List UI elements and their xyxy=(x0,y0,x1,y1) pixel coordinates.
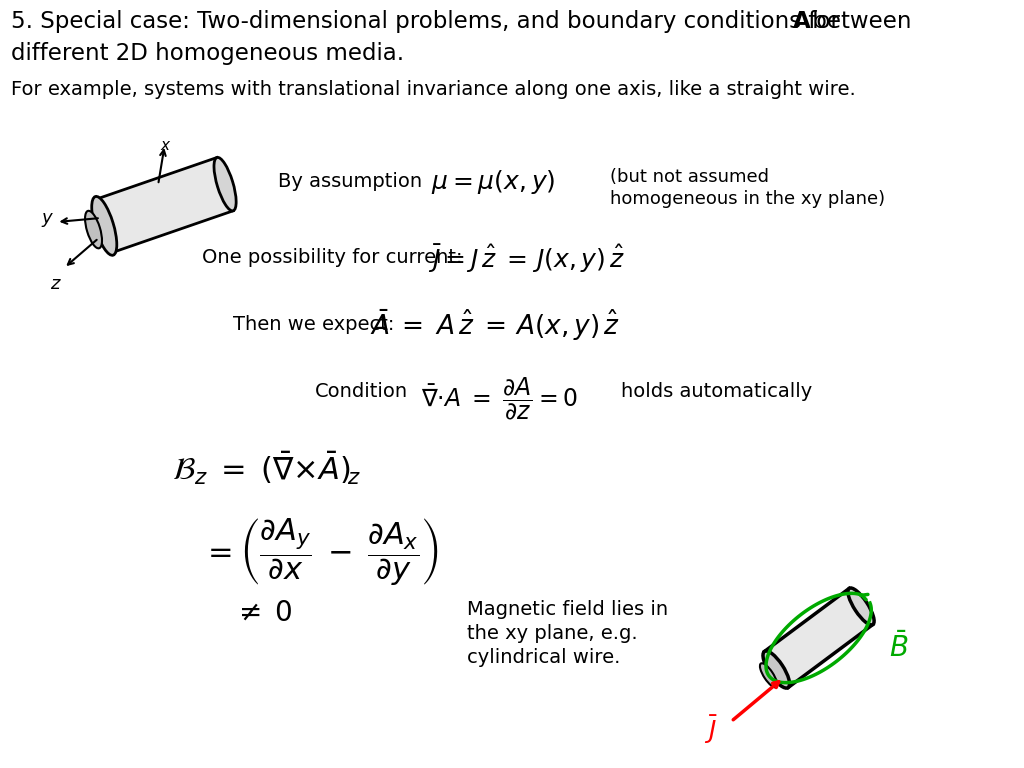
Text: Magnetic field lies in: Magnetic field lies in xyxy=(467,600,668,619)
Text: 5. Special case: Two-dimensional problems, and boundary conditions for: 5. Special case: Two-dimensional problem… xyxy=(11,10,848,33)
Text: $\bar{\nabla}{\cdot}A\;{=}\;\dfrac{\partial A}{\partial z}{=}0$: $\bar{\nabla}{\cdot}A\;{=}\;\dfrac{\part… xyxy=(421,376,578,422)
Text: $\mu{=}\mu(x,y)$: $\mu{=}\mu(x,y)$ xyxy=(431,168,556,196)
Text: $=\left(\dfrac{\partial A_y}{\partial x}\;-\;\dfrac{\partial A_x}{\partial y}\ri: $=\left(\dfrac{\partial A_y}{\partial x}… xyxy=(203,516,438,588)
Ellipse shape xyxy=(763,651,790,688)
Text: For example, systems with translational invariance along one axis, like a straig: For example, systems with translational … xyxy=(11,80,856,99)
Ellipse shape xyxy=(760,664,777,687)
Text: A: A xyxy=(794,10,811,33)
Text: $\neq\;0$: $\neq\;0$ xyxy=(233,600,293,627)
Text: $\mathcal{B}_z\;{=}\;\left(\bar{\nabla}{\times}\bar{A}\right)_{\!z}$: $\mathcal{B}_z\;{=}\;\left(\bar{\nabla}{… xyxy=(172,450,361,487)
Text: Condition: Condition xyxy=(315,382,409,401)
Text: the xy plane, e.g.: the xy plane, e.g. xyxy=(467,624,637,643)
Text: different 2D homogeneous media.: different 2D homogeneous media. xyxy=(11,42,404,65)
Ellipse shape xyxy=(92,197,117,255)
Ellipse shape xyxy=(848,588,874,625)
Text: cylindrical wire.: cylindrical wire. xyxy=(467,648,621,667)
Text: $\bar{B}$: $\bar{B}$ xyxy=(889,633,908,664)
Text: z: z xyxy=(50,275,59,293)
Text: y: y xyxy=(42,209,52,227)
Text: (but not assumed: (but not assumed xyxy=(609,168,769,186)
Polygon shape xyxy=(96,157,233,253)
Text: homogeneous in the xy plane): homogeneous in the xy plane) xyxy=(609,190,885,208)
Text: Then we expect:: Then we expect: xyxy=(233,315,394,334)
Polygon shape xyxy=(764,588,872,687)
Text: $\bar{J}{=}J\,\hat{z}\;{=}\,J(x,y)\,\hat{z}$: $\bar{J}{=}J\,\hat{z}\;{=}\,J(x,y)\,\hat… xyxy=(428,243,626,275)
Text: One possibility for current:: One possibility for current: xyxy=(203,248,463,267)
Text: $\bar{J}$: $\bar{J}$ xyxy=(703,713,718,746)
Text: x: x xyxy=(160,138,169,153)
Ellipse shape xyxy=(85,210,102,248)
Ellipse shape xyxy=(214,157,237,211)
Text: By assumption: By assumption xyxy=(278,172,422,191)
Text: between: between xyxy=(806,10,912,33)
Text: holds automatically: holds automatically xyxy=(621,382,812,401)
Text: $\bar{A}\;{=}\;A\,\hat{z}\;{=}\,A(x,y)\,\hat{z}$: $\bar{A}\;{=}\;A\,\hat{z}\;{=}\,A(x,y)\,… xyxy=(370,308,620,343)
